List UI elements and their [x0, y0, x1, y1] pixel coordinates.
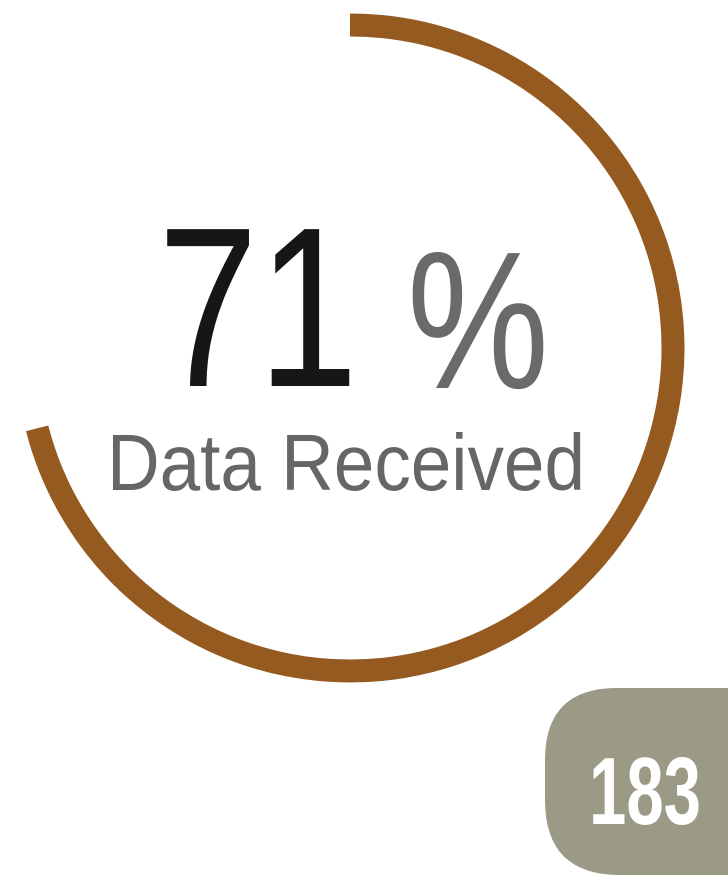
badge — [545, 688, 728, 875]
progress-arc — [26, 13, 685, 683]
progress-label: Data Received — [107, 418, 585, 507]
progress-value: 71 — [158, 181, 358, 435]
badge-count: 183 — [589, 738, 701, 845]
progress-unit: % — [407, 211, 549, 430]
badge-corner — [545, 800, 620, 875]
